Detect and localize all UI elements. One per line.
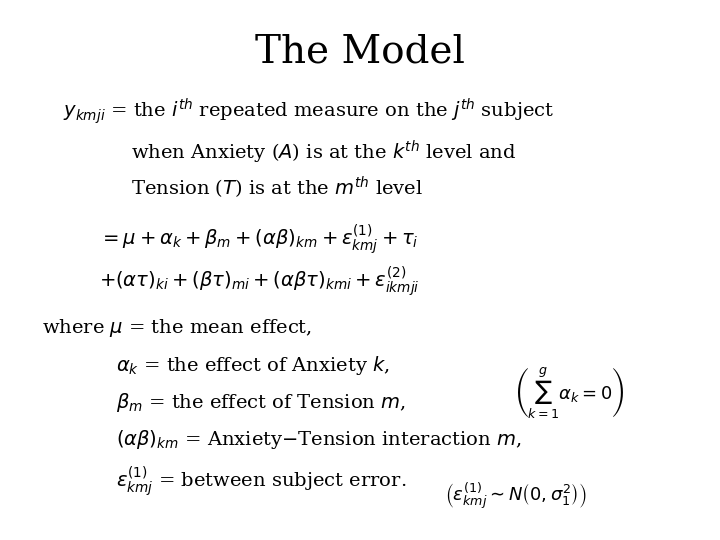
Text: $\beta_m$ = the effect of Tension $m$,: $\beta_m$ = the effect of Tension $m$, bbox=[117, 391, 406, 414]
Text: Tension ($T$) is at the $m^{th}$ level: Tension ($T$) is at the $m^{th}$ level bbox=[130, 176, 423, 201]
Text: $\left(\varepsilon_{kmj}^{(1)} \sim N\left(0, \sigma_1^2\right)\right)$: $\left(\varepsilon_{kmj}^{(1)} \sim N\le… bbox=[445, 481, 587, 511]
Text: $= \mu + \alpha_k + \beta_m + (\alpha\beta)_{km} + \varepsilon_{kmj}^{(1)} + \ta: $= \mu + \alpha_k + \beta_m + (\alpha\be… bbox=[99, 222, 418, 256]
Text: $\varepsilon_{kmj}^{(1)}$ = between subject error.: $\varepsilon_{kmj}^{(1)}$ = between subj… bbox=[117, 464, 407, 498]
Text: $y_{kmji}$ = the $i^{th}$ repeated measure on the $j^{th}$ subject: $y_{kmji}$ = the $i^{th}$ repeated measu… bbox=[63, 96, 554, 126]
Text: $+ (\alpha\tau)_{ki} + (\beta\tau)_{mi} + (\alpha\beta\tau)_{kmi} + \varepsilon_: $+ (\alpha\tau)_{ki} + (\beta\tau)_{mi} … bbox=[99, 265, 420, 299]
Text: The Model: The Model bbox=[255, 33, 465, 70]
Text: when Anxiety ($A$) is at the $k^{th}$ level and: when Anxiety ($A$) is at the $k^{th}$ le… bbox=[130, 138, 516, 166]
Text: $(\alpha\beta)_{km}$ = Anxiety$-$Tension interaction $m$,: $(\alpha\beta)_{km}$ = Anxiety$-$Tension… bbox=[117, 428, 522, 451]
Text: where $\mu$ = the mean effect,: where $\mu$ = the mean effect, bbox=[42, 318, 312, 339]
Text: $\left(\sum_{k=1}^{g} \alpha_k = 0\right)$: $\left(\sum_{k=1}^{g} \alpha_k = 0\right… bbox=[516, 364, 625, 420]
Text: $\alpha_k$ = the effect of Anxiety $k$,: $\alpha_k$ = the effect of Anxiety $k$, bbox=[117, 354, 390, 377]
